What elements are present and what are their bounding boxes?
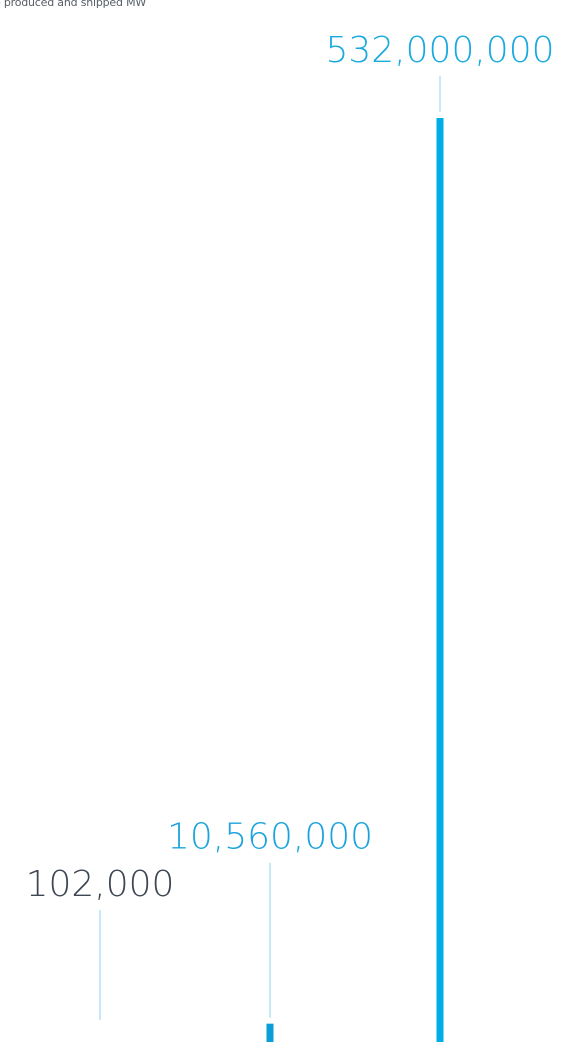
bar-2 xyxy=(266,1023,274,1042)
data-label-1: 102,000 xyxy=(26,864,175,905)
data-label-2: 10,560,000 xyxy=(167,817,373,858)
chart-subtitle: e produced and shipped MW xyxy=(0,0,147,9)
bar-3 xyxy=(436,118,444,1042)
data-label-3: 532,000,000 xyxy=(325,30,554,71)
